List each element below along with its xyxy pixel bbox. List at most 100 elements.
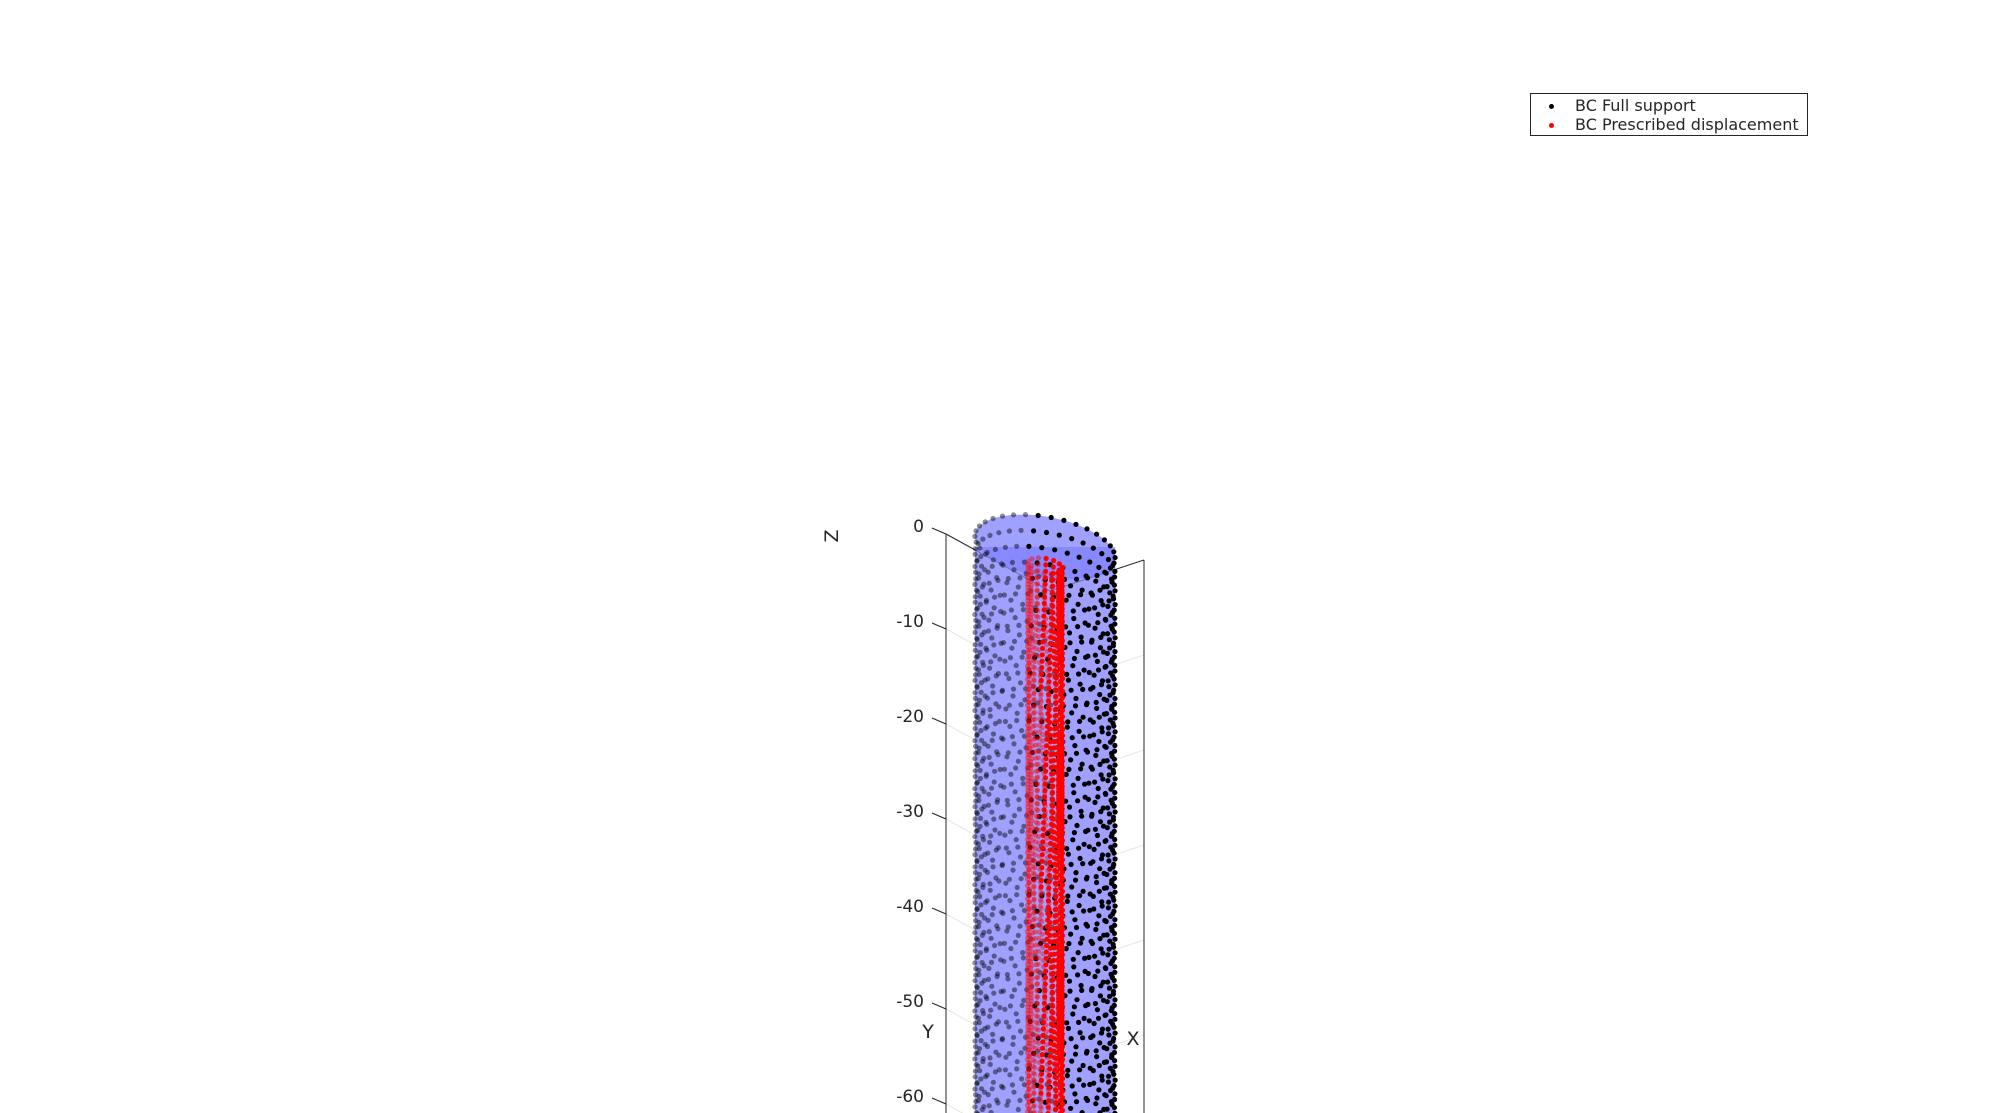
- point-1-73-12: [1025, 1034, 1031, 1040]
- point-1-23-12: [1045, 704, 1051, 710]
- point-0-0-28: [1107, 543, 1113, 549]
- point-1-54-5: [1039, 918, 1045, 924]
- point-1-81-10: [1026, 1080, 1032, 1086]
- point-1-79-9: [1026, 1073, 1032, 1079]
- point-1-18-12: [1026, 673, 1032, 679]
- point-0-15-33: [986, 754, 992, 761]
- point-0-29-17: [985, 976, 992, 983]
- point-1-13-13: [1025, 643, 1031, 650]
- point-0-26-16: [974, 954, 981, 960]
- point-0-28-32: [1112, 997, 1118, 1003]
- point-0-33-1: [1036, 1096, 1042, 1102]
- point-0-21-27: [993, 847, 999, 853]
- point-0-27-29: [1095, 960, 1101, 966]
- point-1-48-12: [1027, 867, 1033, 873]
- point-1-12-13: [1025, 640, 1032, 647]
- point-1-26-8: [1026, 725, 1032, 732]
- point-0-30-5: [1035, 1048, 1041, 1054]
- point-0-15-26: [986, 791, 992, 797]
- point-1-41-4: [1048, 821, 1054, 827]
- point-1-55-5: [1032, 922, 1038, 929]
- point-0-25-16: [977, 941, 983, 948]
- point-1-33-6: [1035, 768, 1041, 774]
- point-0-4-1: [1029, 635, 1035, 642]
- point-0-12-22: [1078, 766, 1084, 772]
- point-1-37-1: [1025, 801, 1031, 807]
- point-0-27-23: [1025, 939, 1031, 945]
- point-1-25-8: [1026, 719, 1032, 725]
- point-1-14-2: [1040, 645, 1046, 651]
- point-0-23-24: [987, 881, 993, 887]
- point-0-24-0: [1103, 918, 1109, 925]
- point-1-83-8: [1024, 1096, 1031, 1102]
- point-1-72-0: [1025, 1024, 1031, 1030]
- point-0-17-32: [998, 783, 1004, 789]
- point-0-18-33: [1016, 797, 1022, 803]
- point-0-25-21: [982, 915, 988, 921]
- point-1-8-3: [1028, 608, 1034, 614]
- point-0-31-10: [974, 1032, 980, 1038]
- point-0-2-27: [1111, 582, 1117, 588]
- point-0-0-10: [983, 551, 989, 557]
- point-1-72-2: [1033, 1019, 1039, 1025]
- point-1-56-11: [1045, 917, 1051, 923]
- point-1-6-0: [1035, 608, 1041, 614]
- point-1-68-5: [1042, 994, 1048, 1000]
- point-0-27-14: [976, 972, 982, 978]
- point-1-40-4: [1041, 813, 1047, 819]
- point-1-33-4: [1025, 771, 1031, 777]
- point-0-9-15: [1091, 672, 1097, 678]
- point-0-11-6: [1010, 686, 1017, 692]
- point-1-9-13: [1029, 624, 1035, 630]
- point-0-18-29: [979, 806, 985, 812]
- point-1-67-13: [1034, 1001, 1041, 1007]
- point-0-34-7: [974, 1080, 980, 1086]
- point-0-10-8: [1015, 670, 1021, 676]
- point-1-29-6: [1025, 745, 1031, 751]
- point-0-14-24: [1024, 793, 1030, 799]
- point-0-1-1: [1066, 592, 1072, 598]
- point-1-11-4: [1048, 628, 1054, 634]
- point-0-14-4: [1021, 733, 1027, 739]
- point-1-21-9: [1024, 696, 1031, 702]
- point-0-4-23: [1105, 603, 1111, 610]
- point-0-6-10: [988, 611, 995, 617]
- point-0-0-30: [1112, 555, 1118, 561]
- point-1-64-9: [1056, 973, 1062, 980]
- point-1-26-9: [1030, 723, 1036, 729]
- point-0-5-13: [1013, 591, 1019, 597]
- point-0-6-6: [972, 629, 978, 636]
- point-0-3-9: [972, 581, 978, 588]
- point-1-55-9: [1030, 910, 1036, 916]
- point-1-51-12: [1038, 884, 1044, 890]
- point-0-16-26: [981, 803, 987, 810]
- point-1-57-5: [1027, 932, 1033, 938]
- point-0-17-16: [1076, 845, 1082, 851]
- point-0-1-13: [975, 541, 981, 547]
- point-0-13-12: [1103, 744, 1109, 750]
- point-1-36-5: [1034, 787, 1040, 793]
- point-1-53-11: [1038, 897, 1044, 903]
- point-1-60-4: [1027, 952, 1033, 958]
- point-1-83-5: [1038, 1105, 1044, 1111]
- point-0-14-18: [1095, 794, 1101, 800]
- point-0-8-7: [983, 645, 989, 651]
- point-0-15-19: [1067, 814, 1073, 820]
- point-1-35-6: [1042, 781, 1048, 787]
- point-1-28-12: [1057, 742, 1063, 748]
- point-0-34-6: [979, 1086, 985, 1092]
- point-0-23-15: [1004, 928, 1010, 934]
- point-1-41-0: [1025, 824, 1031, 830]
- point-0-26-14: [986, 965, 992, 972]
- point-1-52-12: [1038, 890, 1044, 896]
- point-0-12-13: [1099, 725, 1105, 731]
- point-0-36-9: [982, 1089, 988, 1095]
- point-0-15-30: [972, 768, 978, 774]
- point-1-47-2: [1054, 862, 1060, 868]
- point-0-30-8: [999, 1037, 1005, 1043]
- point-0-23-14: [1015, 932, 1021, 939]
- point-0-8-30: [1035, 700, 1041, 706]
- point-0-12-16: [1112, 742, 1118, 749]
- point-0-16-31: [977, 775, 984, 782]
- point-1-4-9: [1056, 586, 1062, 592]
